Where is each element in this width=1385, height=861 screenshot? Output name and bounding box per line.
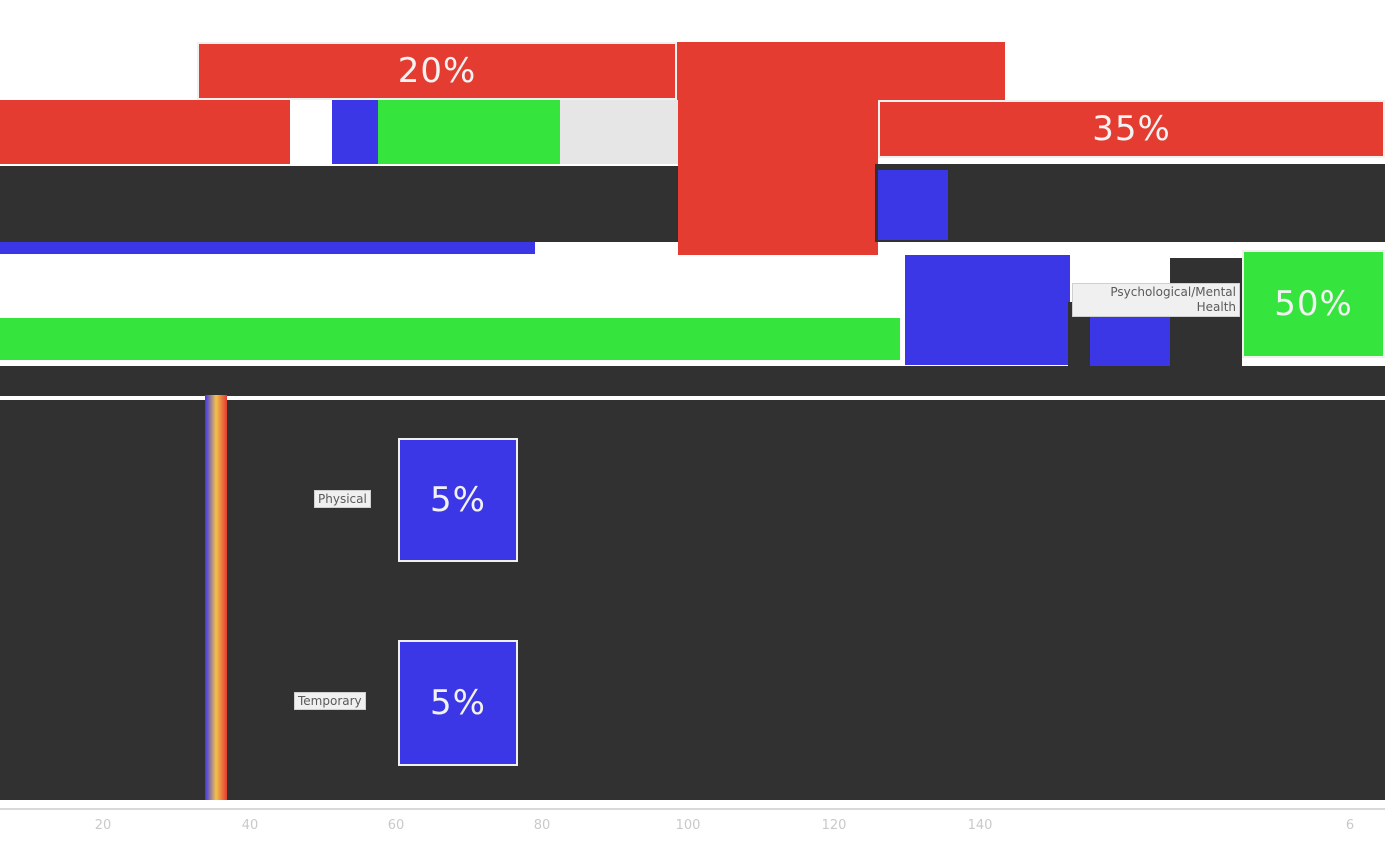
background-band [0, 255, 905, 317]
bar-segment-green [378, 100, 560, 164]
plot-background [0, 400, 1385, 800]
bar-value-label: 5% [430, 480, 486, 520]
category-label: Physical [314, 490, 371, 508]
decorative-stripe [205, 395, 227, 805]
bar-psychological-mental-health: 50% [1242, 250, 1385, 358]
bar-segment-red-middle [678, 100, 878, 255]
background-band [0, 166, 678, 242]
bar-value-label: 35% [1092, 109, 1171, 149]
bar-value-label: 20% [397, 51, 477, 91]
x-tick-label: 80 [533, 818, 551, 833]
bar-segment-blue [332, 100, 378, 164]
background-band [1068, 302, 1090, 382]
x-tick-label: 60 [387, 818, 405, 833]
category-label: Psychological/Mental Health [1072, 283, 1240, 317]
bar-segment-green-wide [0, 318, 900, 360]
axis-area [0, 800, 1385, 861]
bar-segment-blue-mid [905, 255, 1070, 365]
bar-0: 20% [197, 42, 677, 100]
bar-value-label: 50% [1274, 284, 1353, 324]
x-tick-label: 140 [967, 818, 993, 833]
x-tick-label: 120 [821, 818, 847, 833]
category-label: Temporary [294, 692, 366, 710]
bar-segment-blue-strip [0, 242, 535, 254]
background-band [560, 100, 678, 164]
bar-1: 35% [878, 100, 1385, 158]
background-band [0, 366, 1385, 396]
background-band [1170, 258, 1242, 382]
x-axis-line [0, 808, 1385, 810]
background-band [290, 100, 332, 164]
x-tick-label: 20 [94, 818, 112, 833]
bar-segment-red-left [0, 100, 290, 164]
x-tick-label: 6 [1345, 818, 1355, 833]
bar-physical: 5% [398, 438, 518, 562]
bar-segment-blue-small [878, 170, 948, 240]
x-tick-label: 40 [241, 818, 259, 833]
background-band [875, 164, 1385, 242]
bar-value-label: 5% [430, 683, 486, 723]
bar-temporary: 5% [398, 640, 518, 766]
x-tick-label: 100 [675, 818, 701, 833]
